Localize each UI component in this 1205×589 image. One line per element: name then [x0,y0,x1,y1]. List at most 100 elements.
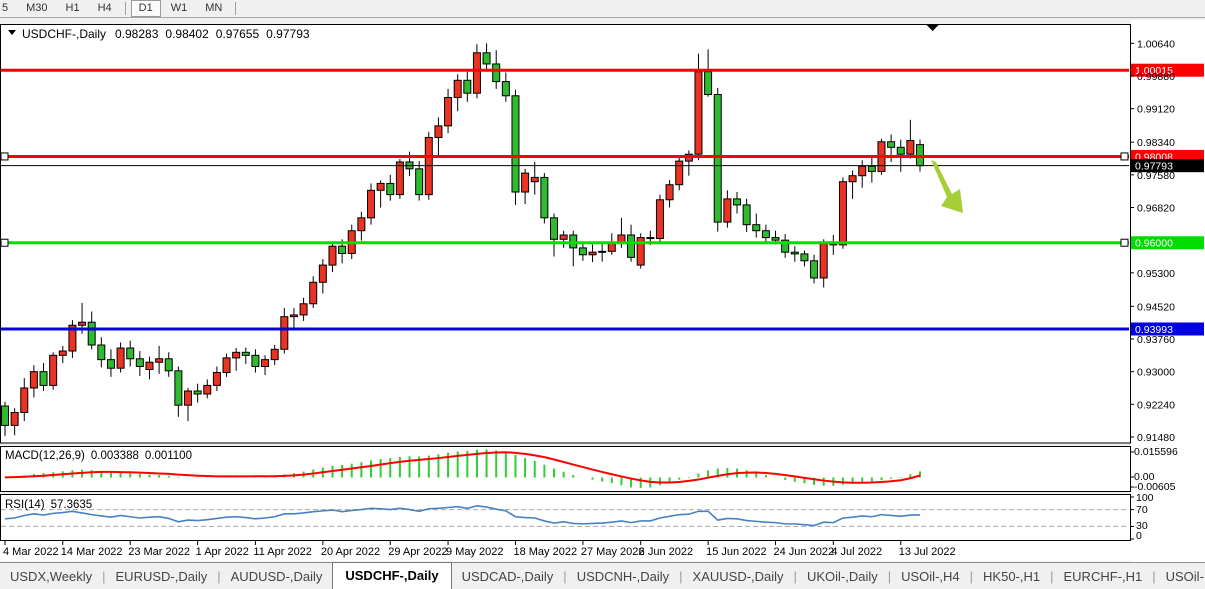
candle [810,254,819,284]
timeframe-button-H4[interactable]: H4 [97,2,112,14]
candle [598,242,607,262]
line-handle[interactable] [1,238,9,247]
candle [280,308,289,354]
candle [482,43,491,72]
macd-axis-label: -0.00605 [1134,481,1176,493]
candle [540,173,549,224]
date-label: 4 Mar 2022 [3,546,59,558]
toolbar-separator [124,2,126,15]
line-handle[interactable] [1120,152,1129,161]
tab-usoil-h4[interactable]: USOil-,H4 [901,569,960,584]
candle [588,244,597,263]
timeframe-button-W1[interactable]: W1 [170,2,188,14]
date-label: 9 May 2022 [446,546,503,558]
y-axis-label: 0.93000 [1137,367,1175,379]
price-badge-label: 0.93993 [1135,324,1173,336]
date-label: 4 Jul 2022 [831,546,882,558]
date-label: 11 Apr 2022 [253,546,312,558]
candle [453,74,462,112]
y-axis-label: 0.94520 [1137,301,1175,313]
candle [463,71,472,102]
macd-axis-label: 0.00 [1134,471,1155,483]
candle [675,155,684,191]
main-chart-panel[interactable] [0,24,1131,444]
candle [376,180,385,208]
y-axis-label: 0.98340 [1137,137,1175,149]
down-arrow-annotation[interactable] [931,160,963,213]
candle [289,308,298,328]
candle [713,88,722,232]
candle [299,297,308,321]
date-axis-strip [0,541,1205,561]
candle [309,276,318,309]
rsi-panel[interactable] [0,494,1131,541]
candle [58,345,67,364]
price-badge [1131,322,1204,336]
rsi-line [4,505,921,527]
candle [241,347,250,364]
candle [511,89,520,205]
tab-usdchf-daily[interactable]: USDCHF-,Daily [332,562,452,589]
timeframe-button-5[interactable]: 5 [2,2,9,14]
timeframe-button-M30[interactable]: M30 [26,2,48,14]
rsi-axis-label: 100 [1136,492,1154,504]
tab-hk50-h1[interactable]: HK50-,H1 [983,569,1041,584]
tab-separator: | [969,569,974,584]
tab-separator: | [793,569,797,584]
tab-audusd-daily[interactable]: AUDUSD-,Daily [230,569,323,584]
candle [550,213,559,257]
line-handle[interactable] [1,152,9,161]
macd-panel[interactable] [0,446,1131,492]
chart-dropdown-icon[interactable] [8,30,16,35]
macd-title: MACD(12,26,9) 0.003388 0.001100 [5,450,192,462]
tab-eurchf-h1[interactable]: EURCHF-,H1 [1063,569,1143,584]
tab-usdx-weekly[interactable]: USDX,Weekly [10,569,93,584]
timeframe-button-D1[interactable]: D1 [130,0,161,17]
candle [164,352,173,377]
candle [97,337,106,368]
candle [318,259,327,294]
rsi-axis-label: 30 [1136,520,1148,532]
candle [578,241,587,261]
timeframe-button-H1[interactable]: H1 [65,2,80,14]
date-label: 13 Jul 2022 [899,546,956,558]
tab-xauusd-daily[interactable]: XAUUSD-,Daily [692,569,784,584]
tab-usdcnh-daily[interactable]: USDCNH-,Daily [576,569,670,584]
candle [790,246,799,262]
candle [838,177,847,249]
candle [444,88,453,134]
candle [367,183,376,225]
candle [415,161,424,201]
tab-separator: | [217,569,221,584]
tab-usdcad-daily[interactable]: USDCAD-,Daily [461,569,554,584]
candle [848,170,857,199]
date-label: 6 Jun 2022 [639,546,693,558]
ohlc-close: 0.97793 [266,27,310,41]
candle [357,211,366,241]
timeframe-button-MN[interactable]: MN [205,2,223,14]
date-label: 1 Apr 2022 [196,546,249,558]
last-bar-marker-icon [926,25,939,31]
tab-ukoil-daily[interactable]: UKOil-,Daily [806,569,878,584]
price-badge-label: 1.00015 [1135,65,1173,77]
tab-usoil-h4[interactable]: USOil-,H4 [1165,569,1205,584]
candle [29,365,38,398]
toolbar-separator [235,2,237,15]
line-handle[interactable] [1120,238,1129,247]
y-axis-label: 0.97580 [1137,170,1175,182]
date-label: 27 May 2022 [581,546,645,558]
chart-tabs: USDX,Weekly | EURUSD-,Daily | AUDUSD-,Daily U… [0,562,1205,589]
date-label: 24 Jun 2022 [774,546,835,558]
candle [858,160,867,188]
y-axis-label: 0.91480 [1137,432,1175,444]
date-label: 20 Apr 2022 [321,546,380,558]
price-badge [1131,236,1204,250]
timeframe-toolbar: 5 M30 H1 H4 D1 W1 MN [0,0,1205,18]
tab-eurusd-daily[interactable]: EURUSD-,Daily [115,569,208,584]
y-axis-label: 1.00640 [1137,38,1175,50]
candle [39,363,48,391]
candle [193,383,202,403]
date-label: 18 May 2022 [513,546,577,558]
